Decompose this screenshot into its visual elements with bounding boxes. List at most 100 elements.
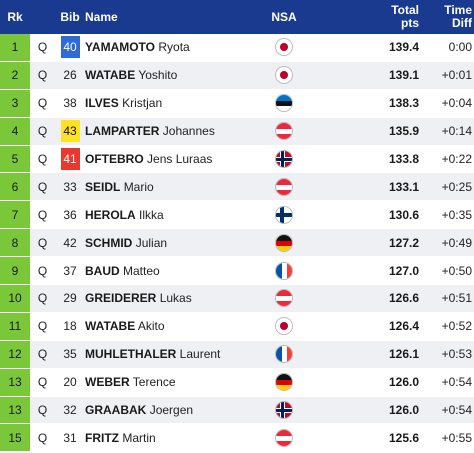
rank-cell: 11 xyxy=(0,312,30,340)
rank-cell: 6 xyxy=(0,173,30,201)
nsa-cell xyxy=(259,317,309,336)
athlete-name[interactable]: ILVES Kristjan xyxy=(85,96,259,110)
table-row[interactable]: 1 Q 40 YAMAMOTO Ryota 139.4 0:00 xyxy=(0,34,474,62)
athlete-last-name: GRAABAK xyxy=(85,403,147,418)
japan-flag-icon xyxy=(275,66,293,85)
nsa-cell xyxy=(259,289,309,308)
table-row[interactable]: 3 Q 38 ILVES Kristjan 138.3 +0:04 xyxy=(0,89,474,118)
table-row[interactable]: 10 Q 29 GREIDERER Lukas 126.6 +0:51 xyxy=(0,285,474,313)
table-row[interactable]: 2 Q 26 WATABE Yoshito 139.1 +0:01 xyxy=(0,61,474,90)
athlete-name[interactable]: SCHMID Julian xyxy=(85,236,259,250)
header-rank[interactable]: Rk xyxy=(7,10,23,24)
total-points: 127.0 xyxy=(388,263,419,278)
bib-number: 26 xyxy=(63,68,77,83)
norway-flag-icon xyxy=(275,401,293,420)
total-points: 130.6 xyxy=(388,207,419,222)
qualified-marker: Q xyxy=(37,375,48,390)
table-row[interactable]: 13 Q 32 GRAABAK Joergen 126.0 +0:54 xyxy=(0,396,474,425)
athlete-name[interactable]: HEROLA Ilkka xyxy=(85,208,259,222)
athlete-last-name: MUHLETHALER xyxy=(85,347,177,362)
time-diff: +0:51 xyxy=(441,291,472,306)
header-total-pts[interactable]: Total pts xyxy=(309,0,419,34)
athlete-name[interactable]: MUHLETHALER Laurent xyxy=(85,347,259,361)
header-bib[interactable]: Bib xyxy=(60,10,80,24)
athlete-last-name: SCHMID xyxy=(85,235,133,250)
athlete-name[interactable]: BAUD Matteo xyxy=(85,264,259,278)
athlete-name[interactable]: WATABE Yoshito xyxy=(85,68,259,82)
table-row[interactable]: 5 Q 41 OFTEBRO Jens Luraas 133.8 +0:22 xyxy=(0,145,474,174)
table-row[interactable]: 9 Q 37 BAUD Matteo 127.0 +0:50 xyxy=(0,257,474,286)
athlete-name[interactable]: WATABE Akito xyxy=(85,319,259,333)
athlete-last-name: SEIDL xyxy=(85,179,121,194)
rank-cell: 1 xyxy=(0,34,30,61)
austria-flag-icon xyxy=(275,289,293,308)
rank-cell: 8 xyxy=(0,229,30,257)
bib-cell: 26 xyxy=(55,64,85,86)
athlete-name[interactable]: WEBER Terence xyxy=(85,375,259,389)
qualified-marker: Q xyxy=(37,430,48,445)
total-points: 139.4 xyxy=(388,40,419,55)
austria-flag-icon xyxy=(275,428,293,447)
austria-flag-icon xyxy=(275,177,293,196)
bib-number: 41 xyxy=(60,148,80,170)
athlete-name[interactable]: OFTEBRO Jens Luraas xyxy=(85,152,259,166)
athlete-name[interactable]: GRAABAK Joergen xyxy=(85,403,259,417)
rank-cell: 13 xyxy=(0,396,30,424)
time-diff: +0:50 xyxy=(441,263,472,278)
table-row[interactable]: 4 Q 43 LAMPARTER Johannes 135.9 +0:14 xyxy=(0,117,474,146)
athlete-first-name: Akito xyxy=(137,319,165,334)
qualified-marker: Q xyxy=(37,319,48,334)
athlete-first-name: Mario xyxy=(123,179,154,194)
athlete-name[interactable]: SEIDL Mario xyxy=(85,180,259,194)
total-points: 133.8 xyxy=(388,152,419,166)
total-points: 126.4 xyxy=(388,319,419,334)
athlete-first-name: Terence xyxy=(132,375,176,390)
time-diff: +0:55 xyxy=(441,430,472,445)
total-points: 126.0 xyxy=(388,375,419,390)
athlete-last-name: WATABE xyxy=(85,319,136,334)
bib-cell: 29 xyxy=(55,287,85,309)
bib-cell: 38 xyxy=(55,92,85,114)
athlete-last-name: OFTEBRO xyxy=(85,152,144,166)
qualified-marker: Q xyxy=(37,291,48,306)
athlete-name[interactable]: YAMAMOTO Ryota xyxy=(85,40,259,54)
header-diff-line2: Diff xyxy=(452,16,472,30)
table-row[interactable]: 13 Q 20 WEBER Terence 126.0 +0:54 xyxy=(0,368,474,397)
athlete-name[interactable]: LAMPARTER Johannes xyxy=(85,124,259,138)
table-row[interactable]: 11 Q 18 WATABE Akito 126.4 +0:52 xyxy=(0,312,474,341)
table-row[interactable]: 15 Q 31 FRITZ Martin 125.6 +0:55 xyxy=(0,424,474,453)
athlete-first-name: Joergen xyxy=(149,403,194,418)
time-diff: +0:54 xyxy=(441,403,472,418)
nsa-cell xyxy=(259,66,309,85)
bib-cell: 41 xyxy=(55,148,85,170)
table-row[interactable]: 8 Q 42 SCHMID Julian 127.2 +0:49 xyxy=(0,229,474,258)
table-row[interactable]: 7 Q 36 HEROLA Ilkka 130.6 +0:35 xyxy=(0,201,474,230)
time-diff: +0:54 xyxy=(441,375,472,390)
germany-flag-icon xyxy=(275,233,293,252)
bib-cell: 37 xyxy=(55,260,85,282)
bib-number: 35 xyxy=(63,347,77,362)
header-name[interactable]: Name xyxy=(85,10,118,24)
header-time-diff[interactable]: Time Diff xyxy=(419,0,474,34)
nsa-cell xyxy=(259,373,309,392)
athlete-first-name: Kristjan xyxy=(122,96,163,111)
time-diff: +0:22 xyxy=(441,152,472,166)
athlete-name[interactable]: FRITZ Martin xyxy=(85,431,259,445)
bib-cell: 43 xyxy=(55,120,85,143)
nsa-cell xyxy=(259,38,309,57)
total-points: 139.1 xyxy=(388,68,419,83)
athlete-first-name: Jens Luraas xyxy=(147,152,213,166)
total-points: 138.3 xyxy=(388,96,419,111)
athlete-name[interactable]: GREIDERER Lukas xyxy=(85,291,259,305)
total-points: 126.1 xyxy=(388,347,419,362)
time-diff: 0:00 xyxy=(448,40,472,55)
nsa-cell xyxy=(259,233,309,252)
table-row[interactable]: 12 Q 35 MUHLETHALER Laurent 126.1 +0:53 xyxy=(0,340,474,369)
nsa-cell xyxy=(259,205,309,224)
table-row[interactable]: 6 Q 33 SEIDL Mario 133.1 +0:25 xyxy=(0,173,474,202)
athlete-last-name: WEBER xyxy=(85,375,130,390)
header-nsa[interactable]: NSA xyxy=(271,10,297,24)
rank-cell: 13 xyxy=(0,368,30,396)
athlete-first-name: Laurent xyxy=(179,347,221,362)
rank-cell: 5 xyxy=(0,145,30,173)
